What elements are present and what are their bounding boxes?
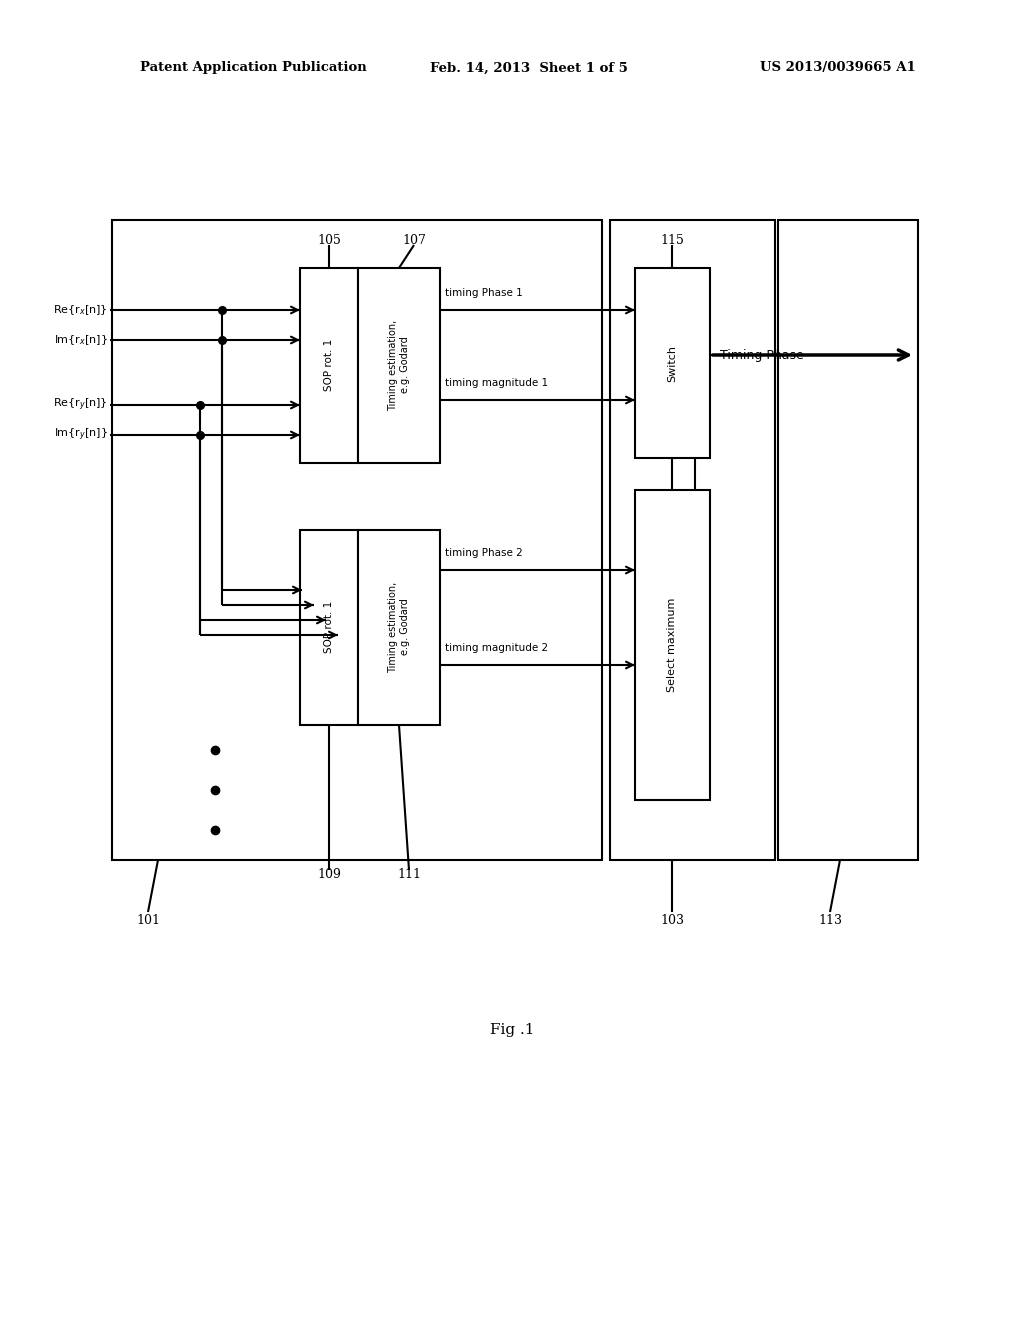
Bar [610, 220, 775, 861]
Bar [300, 531, 358, 725]
Text: Patent Application Publication: Patent Application Publication [140, 62, 367, 74]
Text: 115: 115 [660, 234, 684, 247]
Bar [778, 220, 918, 861]
Text: Select maximum: Select maximum [667, 598, 677, 692]
Text: Im{r$_x$[n]}: Im{r$_x$[n]} [54, 333, 108, 347]
Text: Im{r$_y$[n]}: Im{r$_y$[n]} [54, 426, 108, 444]
Text: timing magnitude 1: timing magnitude 1 [445, 378, 548, 388]
Text: Re{r$_x$[n]}: Re{r$_x$[n]} [53, 304, 108, 317]
Text: Feb. 14, 2013  Sheet 1 of 5: Feb. 14, 2013 Sheet 1 of 5 [430, 62, 628, 74]
Bar [112, 220, 602, 861]
Text: US 2013/0039665 A1: US 2013/0039665 A1 [760, 62, 915, 74]
Text: SOP rot. 1: SOP rot. 1 [324, 601, 334, 653]
Text: timing Phase 1: timing Phase 1 [445, 288, 522, 298]
Text: 113: 113 [818, 913, 842, 927]
Text: Timing estimation,
e.g. Godard: Timing estimation, e.g. Godard [388, 581, 410, 673]
Text: Switch: Switch [667, 345, 677, 381]
Text: 107: 107 [402, 234, 426, 247]
Text: 109: 109 [317, 869, 341, 882]
Text: timing magnitude 2: timing magnitude 2 [445, 643, 548, 653]
Text: 103: 103 [660, 913, 684, 927]
Text: Re{r$_y$[n]}: Re{r$_y$[n]} [53, 397, 108, 413]
Bar [635, 490, 710, 800]
Bar [358, 531, 440, 725]
Text: SOP rot. 1: SOP rot. 1 [324, 339, 334, 391]
Text: Fig .1: Fig .1 [489, 1023, 535, 1038]
Text: 101: 101 [136, 913, 160, 927]
Text: 105: 105 [317, 234, 341, 247]
Text: Timing estimation,
e.g. Godard: Timing estimation, e.g. Godard [388, 319, 410, 411]
Bar [358, 268, 440, 463]
Bar [300, 268, 358, 463]
Text: timing Phase 2: timing Phase 2 [445, 548, 522, 558]
Text: Timing Phase: Timing Phase [720, 348, 804, 362]
Text: 111: 111 [397, 869, 421, 882]
Bar [635, 268, 710, 458]
